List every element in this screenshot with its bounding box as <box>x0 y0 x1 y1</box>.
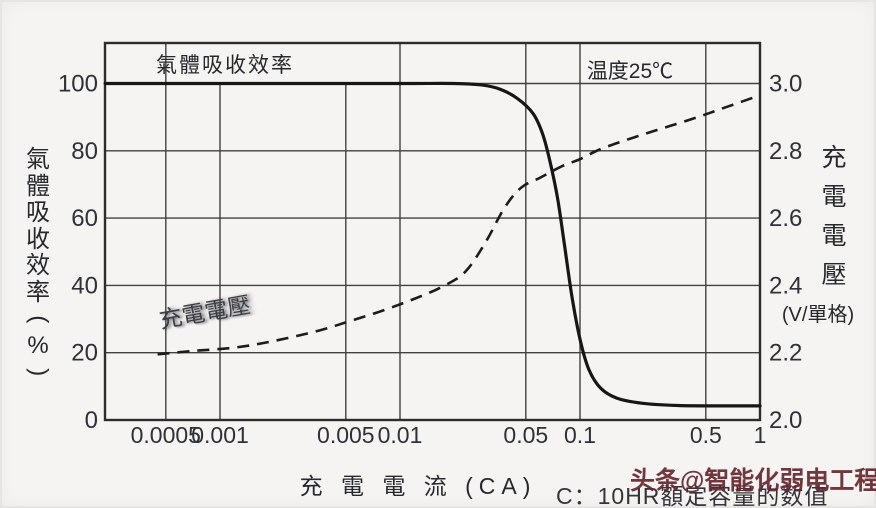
plot-border <box>103 41 762 422</box>
x-tick: 0.01 <box>378 422 423 448</box>
x-axis-title: 充 電 電 流 (CA) <box>299 473 537 499</box>
temperature-annotation: 温度25℃ <box>586 60 674 83</box>
y-left-tick: 80 <box>71 138 98 165</box>
y-right-tick: 2.8 <box>769 138 802 165</box>
x-tick: 0.05 <box>503 422 548 448</box>
series-dashed <box>157 94 761 356</box>
y-right-tick: 3.0 <box>769 71 802 98</box>
y-right-tick: 2.2 <box>769 340 802 367</box>
y-right-tick: 2.0 <box>769 407 802 434</box>
y-right-tick: 2.6 <box>769 205 802 232</box>
series-solid <box>103 81 762 408</box>
y-left-tick: 0 <box>85 407 98 434</box>
x-tick: 0.1 <box>564 422 596 448</box>
y-axis-right-title: 充電電壓 <box>821 144 847 289</box>
y-left-tick: 100 <box>58 71 98 98</box>
x-tick: 0.001 <box>191 422 249 448</box>
y-left-tick: 40 <box>71 272 98 299</box>
y-right-tick: 2.4 <box>769 272 802 299</box>
plot-title: 氣體吸收效率 <box>156 54 294 77</box>
x-tick: 0.005 <box>317 422 375 448</box>
y-axis-left-title: 氣體吸收效率(%) <box>25 146 53 377</box>
watermark: 头条@智能化弱电工程 <box>630 467 876 495</box>
x-tick: 1 <box>754 422 767 448</box>
y-axis-right-unit: (V/單格) <box>781 304 855 326</box>
y-left-tick: 60 <box>71 205 98 232</box>
capacity-note: C：10HR額定容量的数值 <box>556 483 829 508</box>
y-left-tick: 20 <box>71 340 98 367</box>
x-tick: 0.5 <box>690 422 722 448</box>
x-tick: 0.0005 <box>131 422 201 448</box>
